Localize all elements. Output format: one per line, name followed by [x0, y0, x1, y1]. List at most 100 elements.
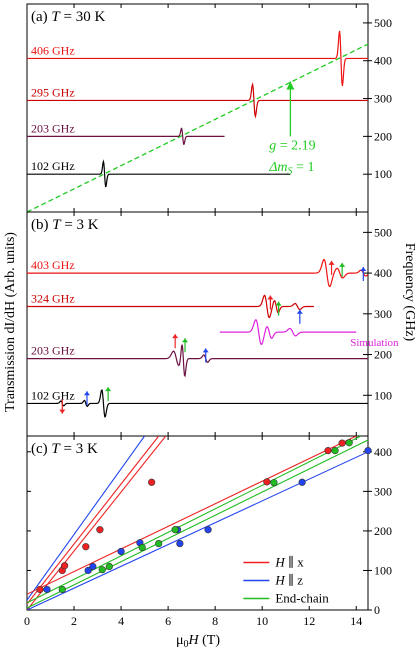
data-point — [155, 539, 163, 548]
resonance-arrowhead — [296, 309, 303, 314]
legend-label: H ∥ x — [274, 555, 304, 570]
x-tick-label: 2 — [71, 614, 77, 628]
left-y-axis-label: Transmission dI/dH (Arb. units) — [3, 232, 18, 412]
panel-title: (b) T = 3 K — [31, 217, 99, 233]
data-point — [58, 585, 66, 594]
x-tick-label: 14 — [350, 614, 362, 628]
fit-line — [27, 436, 160, 605]
right-tick-label: 200 — [374, 129, 392, 143]
resonance-arrowhead — [267, 295, 274, 300]
panel-b: 100 200 300 400 500 (b) T = 3 K 102 GHz 203 GHz… — [26, 211, 399, 437]
data-point — [117, 547, 125, 556]
spectrum-trace — [27, 294, 314, 319]
spectrum-trace — [27, 389, 368, 418]
panel-title-value: = 3 K — [61, 217, 99, 233]
x-tick-label: 6 — [165, 614, 171, 628]
spectrum-trace — [27, 258, 369, 288]
data-point — [43, 585, 51, 594]
resonance-arrowhead — [105, 387, 112, 392]
fit-line — [27, 436, 146, 601]
g-factor-label: g = 2.19 — [269, 139, 315, 154]
data-point — [176, 539, 184, 548]
data-point — [331, 447, 339, 455]
g-factor-value: = 2.19 — [276, 139, 315, 154]
legend-label-var: H — [274, 555, 285, 570]
right-tick-label: 100 — [374, 167, 392, 181]
x-tick-label: 4 — [118, 614, 124, 628]
resonance-arrowhead — [182, 338, 189, 343]
plot-frame — [26, 3, 369, 213]
right-tick-label: 400 — [374, 266, 392, 280]
trace-label: 203 GHz — [31, 121, 75, 135]
legend-label: H ∥ z — [274, 573, 303, 588]
right-tick-label: 400 — [374, 445, 392, 459]
resonance-arrowhead — [202, 348, 209, 353]
x-tick-label: 12 — [303, 614, 315, 628]
trace-label: 403 GHz — [31, 258, 75, 272]
resonance-arrowhead — [83, 391, 90, 396]
resonance-arrowhead — [328, 260, 335, 265]
spectrum-trace — [27, 127, 225, 145]
data-point — [338, 439, 346, 447]
data-point — [105, 562, 113, 571]
data-point — [84, 566, 92, 575]
panel-title-var: T — [51, 441, 61, 457]
trace-label: 102 GHz — [31, 159, 75, 173]
fit-line — [26, 43, 369, 213]
panel-title: (c) T = 3 K — [31, 441, 98, 457]
right-tick-label: 300 — [374, 307, 392, 321]
delta-ms-label: ΔmS = 1 — [268, 160, 314, 177]
plot-frame — [26, 211, 369, 437]
x-axis-label: μ0H (T) — [176, 633, 220, 649]
spectrum-trace — [27, 159, 291, 188]
data-point — [98, 566, 106, 574]
delta-ms-value: = 1 — [293, 160, 315, 175]
panel-label: (b) — [31, 217, 49, 233]
delta-ms-sub: S — [288, 166, 293, 177]
fit-line — [27, 439, 368, 609]
spectrum-trace — [27, 344, 368, 378]
panel-title-var: T — [52, 217, 62, 233]
data-point — [364, 447, 372, 455]
right-tick-label: 200 — [374, 348, 392, 362]
legend-label: End-chain — [275, 591, 329, 606]
x-tick-label: 8 — [212, 614, 218, 628]
x-axis-label-h: H — [188, 633, 200, 648]
x-axis-label-sub: 0 — [184, 639, 189, 649]
data-point — [96, 526, 104, 534]
legend-label-var: H — [274, 573, 285, 588]
right-tick-label: 100 — [374, 388, 392, 402]
data-point — [204, 526, 212, 534]
legend-label-rest: ∥ z — [285, 573, 304, 588]
data-point — [263, 478, 271, 486]
g-factor-var: g — [269, 139, 276, 154]
g-arrowhead — [286, 81, 295, 90]
resonance-arrowhead — [275, 301, 282, 306]
plot-frame — [26, 435, 369, 611]
data-point — [324, 447, 332, 455]
right-tick-label: 0 — [374, 603, 380, 617]
resonance-arrowhead — [172, 334, 179, 339]
x-axis-label-unit: (T) — [199, 633, 221, 648]
data-point — [171, 526, 179, 534]
delta-ms-var: Δm — [268, 160, 287, 175]
simulation-label: Simulation — [350, 337, 399, 349]
data-point — [82, 543, 90, 551]
spectrum-trace — [219, 319, 357, 345]
trace-label: 324 GHz — [31, 291, 75, 305]
resonance-arrowhead — [360, 266, 367, 271]
spectrum-trace — [27, 30, 368, 87]
spectrum-trace — [27, 82, 368, 119]
panel-title-var: T — [51, 9, 61, 25]
legend-label-rest: End-chain — [275, 591, 329, 606]
panel-c: 0 100 200 300 400 0 2 4 6 8 10 12 14 (c) T = 3 K H ∥ x… — [24, 435, 392, 628]
x-tick-label: 0 — [24, 614, 30, 628]
panel-label: (c) — [31, 441, 48, 457]
panel-title-value: = 3 K — [60, 441, 98, 457]
trace-label: 203 GHz — [31, 344, 75, 358]
legend-label-rest: ∥ x — [285, 555, 305, 570]
panel-label: (a) — [31, 9, 48, 25]
data-point — [89, 562, 97, 571]
data-point — [138, 543, 146, 552]
